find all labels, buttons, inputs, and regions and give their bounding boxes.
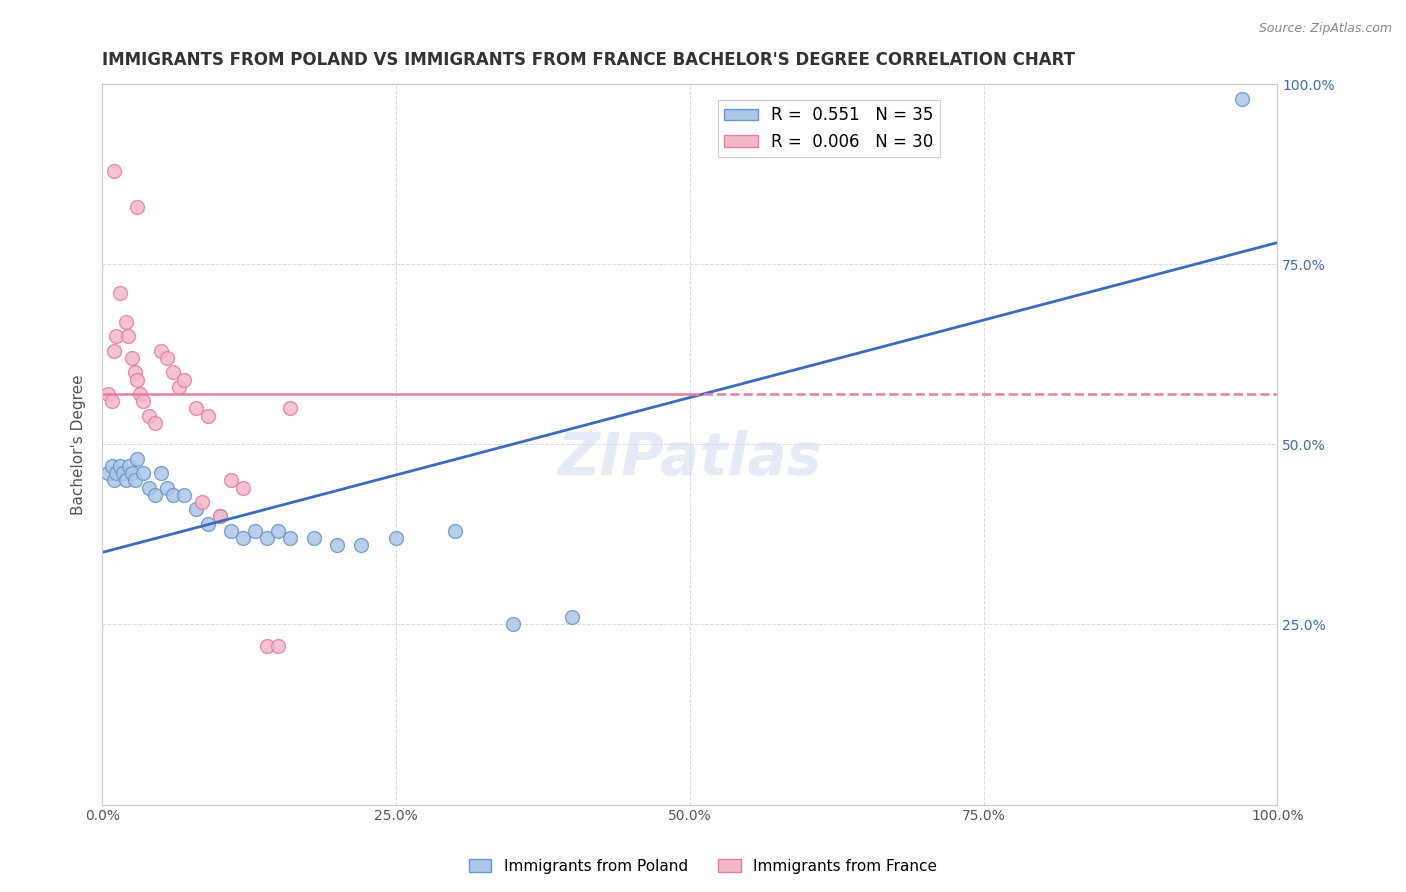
Point — [127, 200, 149, 214]
Point — [267, 639, 290, 653]
Point — [173, 372, 195, 386]
Point — [243, 524, 266, 538]
Point — [267, 524, 290, 538]
Point — [103, 474, 125, 488]
Point — [156, 481, 179, 495]
Point — [100, 394, 122, 409]
Point — [167, 380, 190, 394]
Point — [197, 409, 219, 423]
Point — [561, 610, 583, 624]
Point — [221, 474, 243, 488]
Point — [127, 451, 149, 466]
Point — [138, 409, 160, 423]
Point — [191, 495, 214, 509]
Point — [114, 315, 136, 329]
Point — [117, 329, 139, 343]
Point — [197, 516, 219, 531]
Y-axis label: Bachelor's Degree: Bachelor's Degree — [72, 374, 86, 515]
Point — [443, 524, 465, 538]
Point — [186, 401, 208, 416]
Point — [502, 617, 524, 632]
Point — [127, 372, 149, 386]
Point — [232, 481, 254, 495]
Point — [326, 538, 349, 552]
Point — [124, 474, 146, 488]
Point — [112, 466, 135, 480]
Point — [278, 401, 301, 416]
Point — [256, 531, 278, 545]
Point — [143, 488, 166, 502]
Point — [132, 394, 155, 409]
Point — [105, 466, 128, 480]
Point — [186, 502, 208, 516]
Point — [278, 531, 301, 545]
Point — [208, 509, 231, 524]
Legend: R =  0.551   N = 35, R =  0.006   N = 30: R = 0.551 N = 35, R = 0.006 N = 30 — [717, 100, 941, 157]
Point — [114, 474, 136, 488]
Point — [128, 387, 150, 401]
Point — [149, 466, 172, 480]
Point — [350, 538, 373, 552]
Point — [173, 488, 195, 502]
Point — [103, 343, 125, 358]
Legend: Immigrants from Poland, Immigrants from France: Immigrants from Poland, Immigrants from … — [463, 853, 943, 880]
Point — [149, 343, 172, 358]
Point — [121, 351, 143, 365]
Point — [108, 458, 131, 473]
Point — [162, 488, 184, 502]
Point — [256, 639, 278, 653]
Text: Source: ZipAtlas.com: Source: ZipAtlas.com — [1258, 22, 1392, 36]
Point — [108, 286, 131, 301]
Point — [105, 329, 128, 343]
Text: IMMIGRANTS FROM POLAND VS IMMIGRANTS FROM FRANCE BACHELOR'S DEGREE CORRELATION C: IMMIGRANTS FROM POLAND VS IMMIGRANTS FRO… — [103, 51, 1076, 69]
Point — [143, 416, 166, 430]
Point — [97, 387, 120, 401]
Point — [132, 466, 155, 480]
Point — [221, 524, 243, 538]
Text: ZIPatlas: ZIPatlas — [558, 430, 823, 487]
Point — [118, 458, 141, 473]
Point — [232, 531, 254, 545]
Point — [1230, 91, 1253, 105]
Point — [208, 509, 231, 524]
Point — [385, 531, 408, 545]
Point — [138, 481, 160, 495]
Point — [162, 365, 184, 379]
Point — [100, 458, 122, 473]
Point — [302, 531, 325, 545]
Point — [103, 163, 125, 178]
Point — [156, 351, 179, 365]
Point — [121, 466, 143, 480]
Point — [124, 365, 146, 379]
Point — [97, 466, 120, 480]
